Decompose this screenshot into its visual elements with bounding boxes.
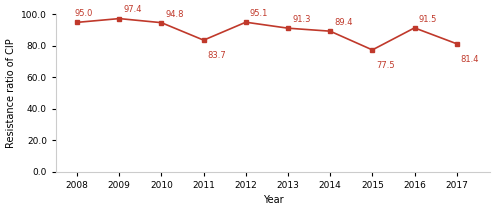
Y-axis label: Resistance ratio of CIP: Resistance ratio of CIP	[5, 38, 15, 148]
Text: 91.5: 91.5	[419, 15, 437, 24]
X-axis label: Year: Year	[263, 195, 284, 206]
Text: 81.4: 81.4	[461, 55, 479, 64]
Text: 89.4: 89.4	[334, 18, 353, 27]
Text: 94.8: 94.8	[166, 9, 184, 19]
Text: 95.0: 95.0	[74, 9, 93, 18]
Text: 83.7: 83.7	[208, 51, 227, 60]
Text: 77.5: 77.5	[376, 61, 395, 70]
Text: 91.3: 91.3	[292, 15, 310, 24]
Text: 97.4: 97.4	[124, 5, 142, 14]
Text: 95.1: 95.1	[250, 9, 268, 18]
